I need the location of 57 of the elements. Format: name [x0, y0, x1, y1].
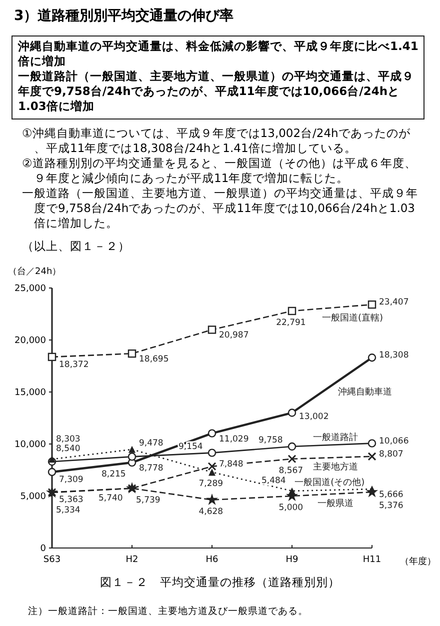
- text: （以上、図１－２）: [22, 239, 130, 253]
- series-label: 一般国道(その他): [294, 476, 365, 488]
- y-tick-label: 0: [40, 544, 46, 554]
- data-label: 5,740: [98, 493, 123, 504]
- series-label: 一般道路計: [313, 432, 358, 443]
- y-tick-label: 10,000: [14, 440, 46, 450]
- series-label: 主要地方道: [313, 462, 358, 473]
- data-label: 18,695: [139, 354, 169, 365]
- data-label: 8,215: [102, 470, 126, 480]
- data-label: 18,372: [59, 360, 89, 370]
- text: 一般道路計（一般国道、主要地方道、一般県道）の平均交通量は、平成９年度で9,758台/24hであったのが、平成11年度では10,066台/24hと1.03倍に増加: [17, 69, 414, 113]
- data-label: 13,002: [299, 412, 329, 422]
- data-label: 8,807: [379, 449, 404, 460]
- data-label: 18,308: [379, 350, 409, 361]
- data-label: 5,376: [379, 501, 404, 512]
- x-axis-title: （年度）: [400, 556, 436, 567]
- data-label: 7,289: [198, 479, 224, 490]
- y-tick-label: 5,000: [20, 492, 46, 502]
- data-label: 10,066: [379, 436, 409, 446]
- chart-title: 3）道路種別別平均交通量の伸び率: [14, 7, 234, 24]
- data-label: 5,000: [278, 503, 304, 513]
- data-label: 7,309: [59, 474, 84, 485]
- data-label: 23,407: [379, 298, 409, 308]
- data-label: 11,029: [219, 434, 249, 444]
- x-tick-label: H6: [206, 555, 219, 565]
- data-label: 8,567: [278, 466, 304, 476]
- series-label: 一般国道(直轄): [322, 312, 384, 324]
- text: 一般道路（一般国道、主要地方道、一般県道）の平均交通量は、平成９年度で9,758台/24hであったのが、平成11年度では10,066台/24hと1.03倍に増加した。: [22, 186, 418, 230]
- y-tick-label: 25,000: [14, 284, 46, 294]
- data-label: 8,303: [56, 434, 80, 445]
- data-label: 5,334: [56, 506, 80, 516]
- x-tick-label: S63: [43, 555, 61, 565]
- data-label: 9,758: [258, 436, 283, 446]
- data-label: 9,478: [139, 438, 164, 448]
- data-label: 8,778: [139, 464, 164, 474]
- data-label: 22,791: [276, 318, 306, 328]
- data-label: 9,154: [178, 442, 203, 452]
- series-label: 沖縄自動車道: [338, 386, 392, 398]
- chart-subtitle: 沖縄自動車道の平均交通量は、料金低減の影響で、平成９年度に比べ1.41倍に増加: [17, 39, 418, 68]
- y-axis-title: （台／24h）: [8, 266, 62, 277]
- data-label: 5,484: [262, 476, 286, 486]
- text: ②道路種別別の平均交通量を見ると、一般国道（その他）は平成６年度、９年度と減少傾向にあったが平成11年度で増加に転じた。: [22, 156, 416, 185]
- caption: 図１－２ 平均交通量の推移（道路種別別）: [100, 575, 340, 589]
- data-label: 5,739: [136, 495, 160, 506]
- series-label: 一般県道: [318, 498, 354, 509]
- x-tick-label: H2: [126, 555, 138, 565]
- data-label: 5,363: [59, 495, 84, 506]
- text: ①沖縄自動車道については、平成９年度では13,002台/24hであったのが、平成11年度では18,308台/24hと1.41倍に増加している。: [22, 126, 412, 155]
- x-tick-label: H9: [286, 555, 299, 565]
- text: 注）一般道路計：一般国道、主要地方道及び一般県道である。: [28, 605, 308, 617]
- data-label: 20,987: [219, 330, 249, 341]
- data-label: 5,666: [379, 490, 404, 500]
- data-label: 8,540: [56, 444, 80, 454]
- y-tick-label: 20,000: [14, 336, 46, 346]
- y-tick-label: 15,000: [14, 388, 46, 398]
- x-tick-label: H11: [362, 555, 382, 565]
- data-label: 4,628: [198, 506, 224, 517]
